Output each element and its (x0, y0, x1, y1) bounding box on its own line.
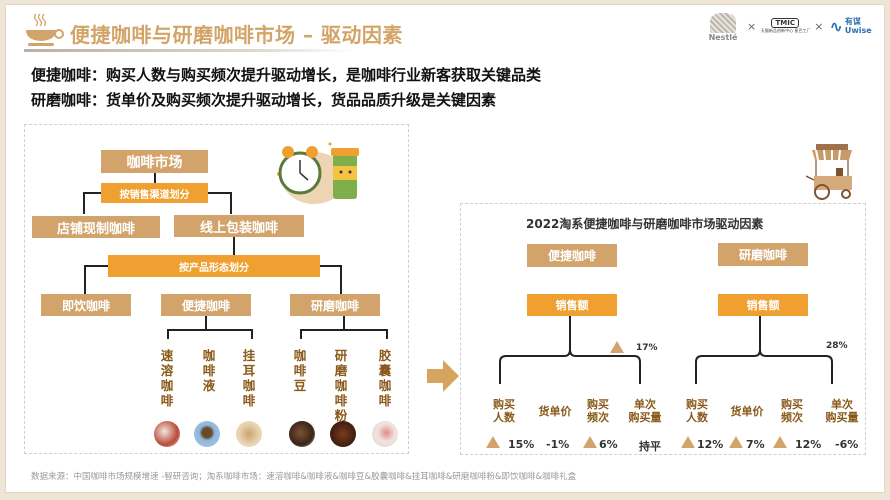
node-ground-coffee: 研磨咖啡 (290, 294, 380, 316)
factor-frequency: 购买 频次 (781, 398, 803, 424)
sub-ground-coffee-powder: 研磨咖啡粉 (334, 348, 348, 423)
drivers-panel (460, 203, 866, 455)
clock-coffee-illustration (270, 138, 370, 210)
sub-coffee-liquid: 咖啡液 (202, 348, 216, 393)
group-convenience-brace (492, 316, 652, 384)
headline-convenience: 便捷咖啡：购买人数与购买频次提升驱动增长，是咖啡行业新客获取关键品类 (31, 66, 542, 84)
value-frequency: 12% (795, 438, 822, 451)
drip-bag-image (236, 421, 262, 447)
factor-buyers: 购买 人数 (686, 398, 708, 424)
headline-ground: 研磨咖啡：货单价及购买频次提升驱动增长，货品品质升级是关键因素 (31, 91, 497, 109)
value-unit-price: -1% (546, 438, 570, 451)
group-ground-total: 28% (826, 341, 848, 351)
instant-coffee-image (154, 421, 180, 447)
node-coffee-market: 咖啡市场 (101, 150, 208, 173)
uwise-logo: ∿ 有谋 Uwise (829, 16, 872, 36)
group-convenience-label: 便捷咖啡 (527, 244, 617, 267)
node-rtd-coffee: 即饮咖啡 (41, 294, 131, 316)
up-triangle-icon (681, 436, 695, 448)
value-buyers: 12% (697, 438, 724, 451)
title-underline (24, 49, 354, 52)
arrow-right-icon (427, 360, 459, 392)
nestle-logo: Nestlé (705, 10, 741, 42)
group-convenience-total: 17% (636, 343, 658, 353)
factor-quantity: 单次 购买量 (628, 398, 662, 424)
ground-coffee-image (330, 421, 356, 447)
tmic-logo: TMIC 天猫新品创新中心 星巴工厂 (760, 18, 811, 34)
group-ground-sales: 销售额 (718, 294, 808, 316)
up-triangle-icon (486, 436, 500, 448)
sub-capsule-coffee: 胶囊咖啡 (378, 348, 392, 408)
coffee-cart-illustration (806, 142, 856, 200)
up-triangle-icon (583, 436, 597, 448)
value-unit-price: 7% (746, 438, 765, 451)
drivers-title: 2022淘系便捷咖啡与研磨咖啡市场驱动因素 (526, 217, 764, 231)
factor-quantity: 单次 购买量 (825, 398, 859, 424)
up-triangle-icon (729, 436, 743, 448)
sub-coffee-beans: 咖啡豆 (293, 348, 307, 393)
up-triangle-icon (773, 436, 787, 448)
coffee-beans-image (289, 421, 315, 447)
page-title: 便捷咖啡与研磨咖啡市场 – 驱动因素 (70, 23, 403, 47)
factor-frequency: 购买 频次 (587, 398, 609, 424)
node-split-channel: 按销售渠道划分 (101, 183, 208, 203)
group-ground-label: 研磨咖啡 (718, 243, 808, 266)
value-quantity: 持平 (639, 440, 661, 453)
sub-instant-coffee: 速溶咖啡 (160, 348, 174, 408)
sub-drip-bag-coffee: 挂耳咖啡 (242, 348, 256, 408)
coffee-cup-icon (22, 12, 66, 48)
data-source-note: 数据来源：中国咖啡市场规模增速 -智研咨询；淘系咖啡市场：速溶咖啡&咖啡液&咖啡… (31, 472, 577, 482)
node-store-coffee: 店铺现制咖啡 (32, 216, 160, 238)
coffee-liquid-image (194, 421, 220, 447)
value-quantity: -6% (835, 438, 859, 451)
group-convenience-sales: 销售额 (527, 294, 617, 316)
factor-buyers: 购买 人数 (493, 398, 515, 424)
factor-unit-price: 货单价 (730, 405, 764, 418)
group-ground-brace (690, 316, 850, 384)
market-tree-panel (24, 124, 409, 454)
value-buyers: 15% (508, 438, 535, 451)
node-split-form: 按产品形态划分 (108, 255, 320, 277)
node-online-packaged-coffee: 线上包装咖啡 (174, 215, 304, 237)
partner-logos: Nestlé × TMIC 天猫新品创新中心 星巴工厂 × ∿ 有谋 Uwise (705, 8, 885, 44)
up-triangle-icon (610, 341, 624, 353)
node-convenience-coffee: 便捷咖啡 (161, 294, 251, 316)
capsule-image (372, 421, 398, 447)
value-frequency: 6% (599, 438, 618, 451)
factor-unit-price: 货单价 (538, 405, 572, 418)
